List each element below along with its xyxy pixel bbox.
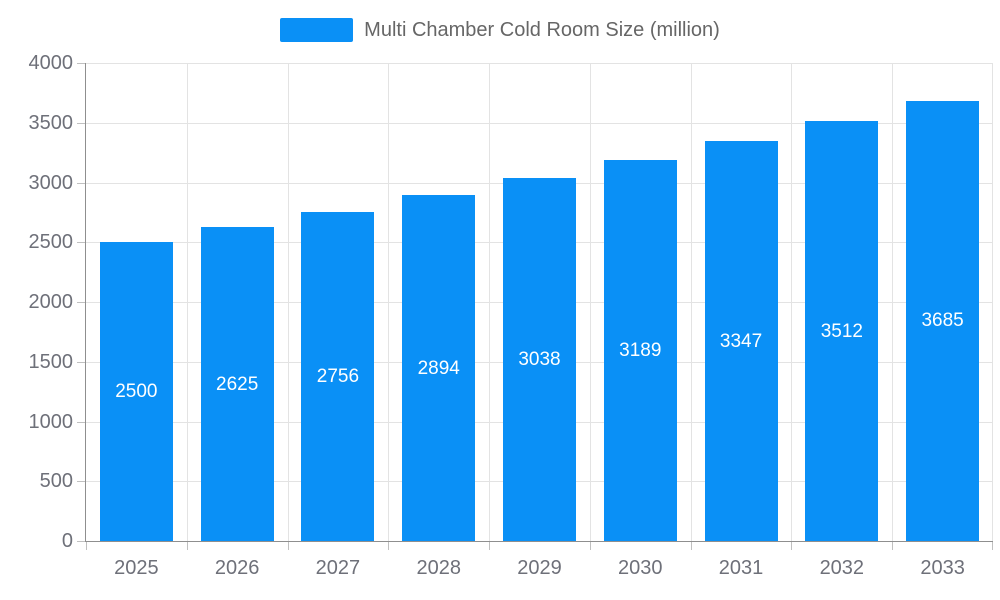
bar[interactable]: 2756 <box>301 211 375 541</box>
gridline-vertical <box>489 63 491 541</box>
y-axis-tick <box>77 421 85 423</box>
x-axis-label: 2025 <box>114 557 159 579</box>
gridline-vertical <box>388 63 390 541</box>
legend-marker-swatch <box>280 18 354 42</box>
bar-value-label: 3347 <box>719 330 763 352</box>
bar[interactable]: 2625 <box>200 227 274 541</box>
y-axis-label: 1500 <box>28 350 74 373</box>
x-axis-tick <box>388 542 390 550</box>
plot-area: 0 500 1000 1500 2000 2500 3000 3500 4000 2500 2625… <box>29 53 993 578</box>
x-axis-tick <box>589 542 591 550</box>
bar-value-label: 2500 <box>115 381 158 403</box>
x-axis-label: 2029 <box>517 557 562 579</box>
x-axis-label: 2027 <box>315 557 361 579</box>
bar-value-label: 3512 <box>820 320 863 342</box>
x-axis-tick <box>992 542 993 550</box>
y-axis-label: 3500 <box>28 111 74 134</box>
gridline-vertical <box>186 63 188 541</box>
x-axis-tick <box>892 542 894 550</box>
gridline-vertical <box>690 63 692 541</box>
bar[interactable]: 3189 <box>603 159 677 541</box>
x-axis-label: 2030 <box>618 557 663 579</box>
y-axis-label: 2500 <box>28 231 74 254</box>
y-axis-label: 2000 <box>28 291 74 313</box>
gridline-vertical <box>589 63 591 541</box>
y-axis-label: 500 <box>39 470 73 493</box>
y-axis-tick <box>77 302 85 303</box>
bar-value-label: 3685 <box>921 310 964 332</box>
gridline-vertical <box>791 63 793 541</box>
gridline-vertical <box>892 63 894 541</box>
bar-value-label: 2625 <box>216 373 259 395</box>
bar[interactable]: 3685 <box>906 100 980 541</box>
x-axis-label: 2026 <box>214 557 260 579</box>
gridline-horizontal <box>86 63 993 64</box>
legend-item[interactable]: Multi Chamber Cold Room Size (million) <box>0 18 1000 42</box>
bar[interactable]: 3512 <box>805 121 879 541</box>
bar[interactable]: 3347 <box>704 141 778 541</box>
gridline-horizontal <box>86 122 993 124</box>
y-axis-tick <box>77 63 85 64</box>
x-axis-label: 2033 <box>920 557 965 579</box>
y-axis-tick <box>77 541 85 542</box>
x-axis-tick <box>489 542 491 550</box>
x-axis-tick <box>186 542 188 550</box>
y-axis-tick <box>77 242 85 244</box>
bar-value-label: 3038 <box>518 348 561 370</box>
x-axis-label: 2032 <box>819 557 865 579</box>
y-axis-label: 4000 <box>28 52 74 74</box>
x-axis-tick <box>690 542 692 550</box>
bar-value-label: 3189 <box>619 339 662 361</box>
y-axis-tick <box>77 182 85 184</box>
x-axis-label: 2028 <box>416 557 461 579</box>
legend-label: Multi Chamber Cold Room Size (million) <box>364 18 720 41</box>
x-axis-tick <box>287 542 289 550</box>
x-axis-tick <box>791 542 793 550</box>
bar[interactable]: 2894 <box>402 195 476 541</box>
x-axis-label: 2031 <box>718 557 764 579</box>
gridline-vertical <box>992 63 993 541</box>
bar-value-label: 2756 <box>316 365 360 387</box>
y-axis-tick <box>77 122 85 124</box>
y-axis-tick <box>77 481 85 483</box>
x-axis-tick <box>86 542 87 550</box>
bar[interactable]: 3038 <box>503 177 576 541</box>
bar-value-label: 2894 <box>417 357 460 379</box>
y-axis-label: 0 <box>61 530 73 552</box>
y-axis-label: 3000 <box>28 171 74 194</box>
y-axis-tick <box>77 361 85 363</box>
bar[interactable]: 2500 <box>99 242 173 541</box>
gridline-vertical <box>287 63 289 541</box>
y-axis-label: 1000 <box>28 410 74 433</box>
